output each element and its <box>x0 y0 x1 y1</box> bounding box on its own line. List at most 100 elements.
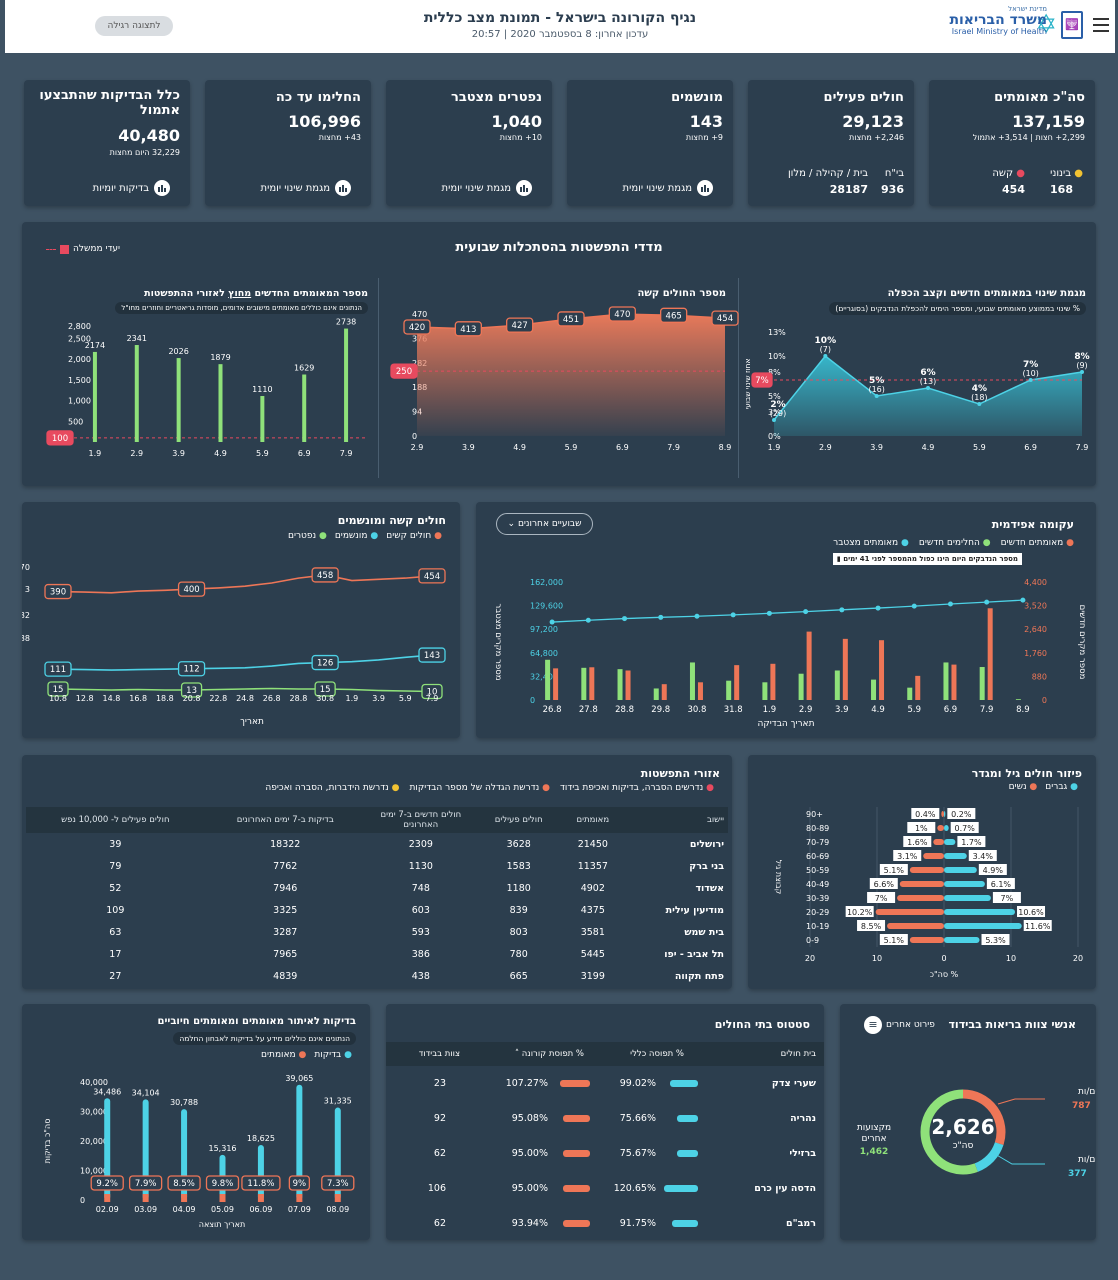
positive-pct-label-box <box>205 1175 240 1191</box>
hospital-row[interactable]: נהריה 75.66% 95.08% 92 <box>386 1101 824 1136</box>
general-occupancy: 75.67% <box>619 1148 656 1159</box>
daily-trend-button[interactable]: מגמת שינוי יומית <box>442 180 532 196</box>
men-value-label: 1.7% <box>961 838 982 847</box>
others-details-button[interactable]: פירוט אחרים ≡ <box>864 1016 935 1034</box>
women-value-label: 5.1% <box>884 936 905 945</box>
hospital-row[interactable]: הדסה עין כרם 120.65% 95.00% 106 <box>386 1171 824 1206</box>
total-value: 2,626 <box>931 1115 994 1139</box>
city-name: בית שמש <box>684 926 724 938</box>
hospital-row[interactable]: ברזילי 75.67% 95.00% 62 <box>386 1136 824 1171</box>
table-cell: 7965 <box>273 948 298 960</box>
kpi-deaths: נפטרים מצטבר 1,040 10+ מחצות מגמת שינוי … <box>386 80 552 206</box>
lite-view-button[interactable]: לתצוגה רגילה <box>95 16 173 36</box>
daily-trend-button[interactable]: מגמת שינוי יומית <box>623 180 713 196</box>
bar-value-label: 2026 <box>168 347 188 356</box>
change-label: 6% <box>920 368 935 378</box>
x-tick-label: 26.8 <box>263 694 281 703</box>
weekly-title: מדדי התפשטות בהסתכלות שבועית <box>455 240 663 255</box>
y-left-tick: 129,600 <box>530 602 563 611</box>
sort-corona-column[interactable]: % תפוסת קורונה ˄ <box>514 1049 584 1059</box>
hamburger-menu-icon[interactable] <box>1093 18 1109 32</box>
positive-pct-label: 9.2% <box>96 1179 118 1189</box>
table-row[interactable]: אשדוד 4902 1180 748 7946 52 <box>26 877 728 899</box>
table-cell: 79 <box>109 860 122 872</box>
x-tick-label: 28.8 <box>615 705 634 715</box>
recovered-bar <box>834 670 840 700</box>
men-bar <box>944 881 985 887</box>
epi-legend: ● מאומתים חדשים ● החלימים חדשים ● מאומתי… <box>833 538 1074 548</box>
cumulative-point <box>549 619 555 625</box>
x-tick-label: 07.09 <box>288 1205 311 1214</box>
page-title: נגיף הקורונה בישראל - תמונת מצב כללית <box>423 10 697 26</box>
women-value-label: 8.5% <box>861 922 882 931</box>
doubling-label: (10) <box>1022 369 1038 378</box>
cumulative-point <box>984 599 990 605</box>
table-cell: 63 <box>109 926 122 938</box>
change-point <box>977 402 982 406</box>
others-arc <box>920 1089 978 1175</box>
bar-value-label: 2738 <box>336 318 356 327</box>
table-cell: 27 <box>109 970 122 982</box>
period-dropdown[interactable]: שבועיים אחרונים ⌄ <box>496 513 593 535</box>
x-axis-label: תאריך <box>240 717 264 727</box>
x-tick-label: 1.9 <box>768 443 781 452</box>
age-chart: 20 10 0 10 20 % סה"כ קבוצת גיל 0-9 5.3% 5.1% 10-19… <box>774 807 1083 979</box>
areas-table: יישוב מאומתים חולים פעילים חולים חדשים ב… <box>26 807 728 987</box>
x-axis-label: תאריך תוצאה <box>199 1220 246 1229</box>
men-label-box <box>1023 920 1052 931</box>
women-label-box <box>911 808 940 819</box>
recovered-bar <box>798 673 804 700</box>
women-value-label: 6.6% <box>874 880 895 889</box>
daily-tests-button[interactable]: בדיקות יומיות <box>93 180 170 196</box>
x-tick-label: 2.9 <box>130 449 143 458</box>
table-row[interactable]: מודיעין עילית 4375 839 603 3325 109 <box>26 899 728 921</box>
severe-value-label: 420 <box>409 323 425 333</box>
men-label-box <box>986 878 1015 889</box>
hospital-name: ברזילי <box>789 1148 816 1159</box>
y-right-tick: 0 <box>1042 696 1047 705</box>
positive-pct-label: 11.8% <box>247 1179 274 1189</box>
positive-pct-label-box <box>321 1175 355 1191</box>
severe-value-label: 451 <box>563 315 579 325</box>
hospital-row[interactable]: רמב"ם 91.75% 93.94% 62 <box>386 1206 824 1241</box>
change-point <box>1080 370 1084 374</box>
table-cell: 5445 <box>580 948 605 960</box>
y-axis-label: אחוז שינוי שבועי <box>743 358 752 409</box>
table-row[interactable]: ירושלים 21450 3628 2309 18322 39 <box>26 833 728 855</box>
table-row[interactable]: בית שמש 3581 803 593 3287 63 <box>26 921 728 943</box>
x-tick-label: 28.8 <box>290 694 308 703</box>
x-tick-label: 30.8 <box>316 694 334 703</box>
y-tick-label: 282 <box>22 611 30 620</box>
positive-bar <box>219 1194 226 1202</box>
men-value-label: 7% <box>1001 894 1014 903</box>
daily-trend-button[interactable]: מגמת שינוי יומית <box>261 180 351 196</box>
table-cell: 7762 <box>273 860 298 872</box>
women-bar <box>909 937 944 943</box>
series-value-label: 112 <box>183 665 199 675</box>
table-row[interactable]: תל אביב - יפו 5445 780 386 7965 17 <box>26 943 728 965</box>
chevron-down-icon: ⌄ <box>507 519 516 529</box>
men-value-label: 4.9% <box>983 866 1004 875</box>
cumulative-point <box>766 610 772 616</box>
bar <box>134 345 139 442</box>
table-row[interactable]: פתח תקווה 3199 665 438 4839 27 <box>26 965 728 987</box>
men-value-label: 6.1% <box>991 880 1012 889</box>
x-tick-label: 4.9 <box>871 705 885 715</box>
change-point <box>823 354 828 358</box>
tests-bar <box>257 1145 264 1200</box>
recovered-bar <box>979 667 985 700</box>
tests-value-label: 34,104 <box>132 1088 160 1097</box>
table-cell: 665 <box>509 970 528 982</box>
recovered-bar <box>617 669 623 700</box>
y-left-tick: 162,000 <box>530 578 563 587</box>
change-label: 5% <box>869 376 884 386</box>
x-tick-label: 3.9 <box>462 443 475 452</box>
table-row[interactable]: בני ברק 11357 1583 1130 7762 79 <box>26 855 728 877</box>
nurses-label: רופאים/ות <box>1078 1155 1096 1165</box>
series-value-label-box <box>180 682 203 698</box>
x-tick-label: 5.9 <box>565 443 578 452</box>
hospital-row[interactable]: שערי צדק 99.02% 107.27% 23 <box>386 1066 824 1101</box>
x-tick-label: 8.9 <box>719 443 732 452</box>
top-header: לתצוגה רגילה נגיף הקורונה בישראל - תמונת… <box>5 0 1115 53</box>
bar <box>260 396 265 442</box>
